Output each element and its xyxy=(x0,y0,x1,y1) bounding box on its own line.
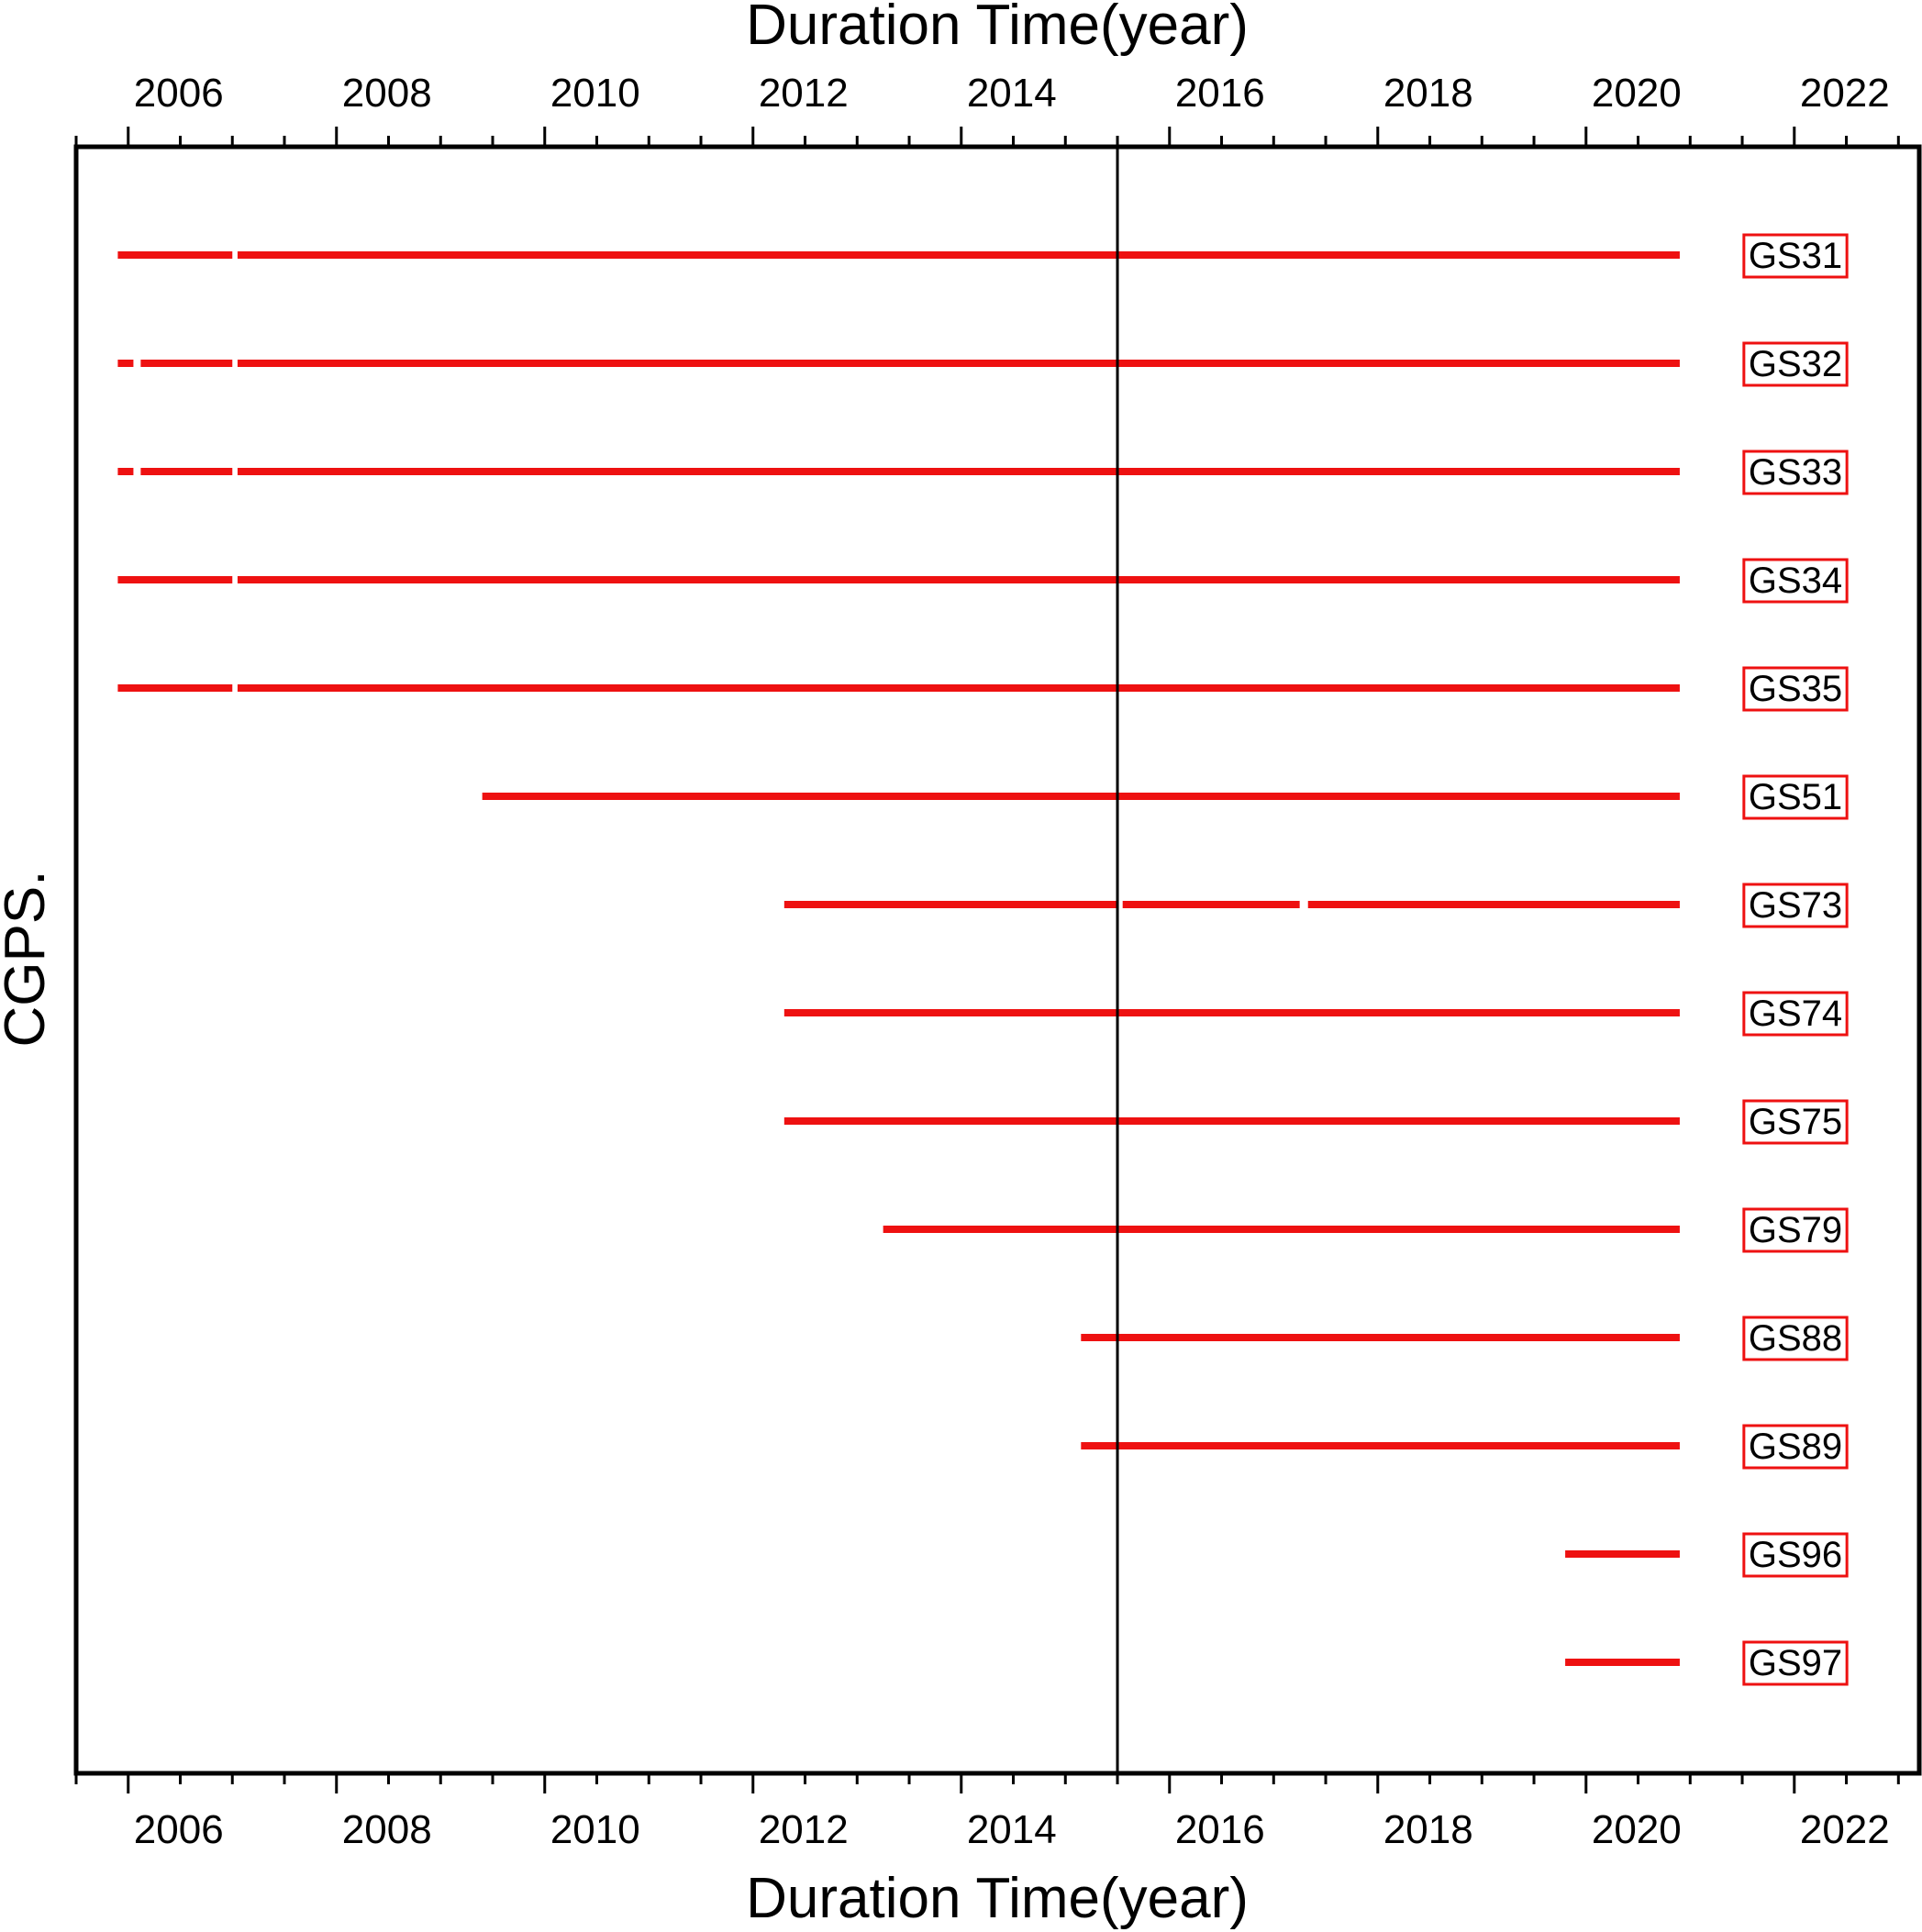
station-label: GS89 xyxy=(1749,1427,1842,1467)
x-tick-label-bottom: 2014 xyxy=(967,1807,1057,1852)
station-label-box xyxy=(1742,450,1849,495)
x-tick-label-bottom: 2012 xyxy=(759,1807,849,1852)
station-label: GS96 xyxy=(1749,1535,1842,1575)
station-label-box xyxy=(1742,991,1849,1037)
station-label: GS34 xyxy=(1749,561,1842,601)
station-label: GS74 xyxy=(1749,994,1842,1034)
station-label-box xyxy=(1742,666,1849,712)
x-axis-title-bottom: Duration Time(year) xyxy=(746,1867,1249,1930)
x-tick-label-top: 2010 xyxy=(550,71,640,116)
x-tick-label-bottom: 2018 xyxy=(1383,1807,1473,1852)
x-tick-label-top: 2020 xyxy=(1592,71,1682,116)
station-label-box xyxy=(1742,1316,1849,1361)
x-tick-label-top: 2006 xyxy=(134,71,224,116)
x-tick-label-top: 2016 xyxy=(1175,71,1265,116)
station-label: GS33 xyxy=(1749,452,1842,493)
station-segments xyxy=(117,251,1680,1666)
station-label-box xyxy=(1742,341,1849,387)
station-label: GS79 xyxy=(1749,1210,1842,1250)
station-label-box xyxy=(1742,1207,1849,1253)
station-labels: GS31 GS32 GS33 GS34 GS35 GS51 GS73 GS74 GS75 GS79… xyxy=(1742,233,1849,1686)
station-label-box xyxy=(1742,774,1849,820)
x-tick-label-bottom: 2006 xyxy=(134,1807,224,1852)
x-tick-label-top: 2022 xyxy=(1800,71,1890,116)
x-tick-label-bottom: 2022 xyxy=(1800,1807,1890,1852)
station-label-box xyxy=(1742,1532,1849,1578)
y-axis-title: CGPS. xyxy=(0,871,57,1048)
station-label: GS75 xyxy=(1749,1102,1842,1142)
station-label-box xyxy=(1742,883,1849,928)
station-label: GS73 xyxy=(1749,885,1842,926)
station-label-box xyxy=(1742,558,1849,604)
x-tick-label-top: 2018 xyxy=(1383,71,1473,116)
x-tick-label-bottom: 2008 xyxy=(342,1807,432,1852)
x-tick-label-bottom: 2020 xyxy=(1592,1807,1682,1852)
station-label: GS31 xyxy=(1749,236,1842,276)
station-label: GS32 xyxy=(1749,344,1842,384)
x-axis-title-top: Duration Time(year) xyxy=(746,0,1249,57)
station-label-box xyxy=(1742,1099,1849,1145)
plot-frame xyxy=(73,144,1922,1776)
x-tick-label-top: 2014 xyxy=(967,71,1057,116)
station-label: GS51 xyxy=(1749,777,1842,817)
x-tick-label-bottom: 2016 xyxy=(1175,1807,1265,1852)
station-label: GS88 xyxy=(1749,1318,1842,1359)
station-label: GS35 xyxy=(1749,669,1842,709)
station-label-box xyxy=(1742,233,1849,279)
x-tick-label-top: 2012 xyxy=(759,71,849,116)
x-tick-label-bottom: 2010 xyxy=(550,1807,640,1852)
axis-ticks: 2006 2006 2008 2008 2010 2010 2012 2012 2014 2014… xyxy=(74,71,1900,1852)
station-label-box xyxy=(1742,1640,1849,1686)
station-label: GS97 xyxy=(1749,1643,1842,1683)
x-tick-label-top: 2008 xyxy=(342,71,432,116)
station-label-box xyxy=(1742,1424,1849,1470)
